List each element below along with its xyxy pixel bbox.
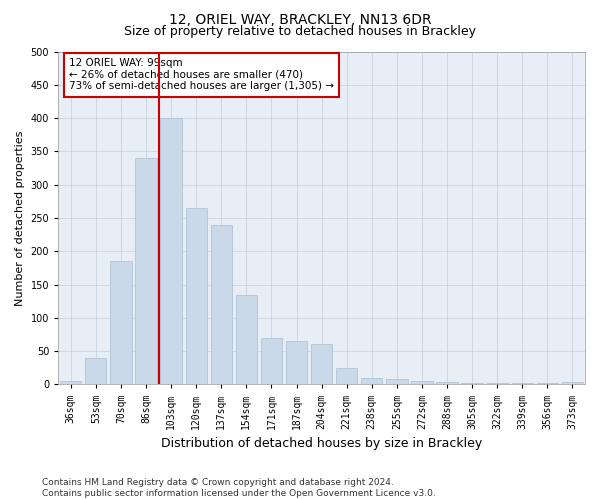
Bar bbox=[261, 338, 282, 384]
Bar bbox=[136, 158, 157, 384]
Bar bbox=[60, 381, 82, 384]
Text: Size of property relative to detached houses in Brackley: Size of property relative to detached ho… bbox=[124, 25, 476, 38]
Bar bbox=[461, 383, 483, 384]
Bar bbox=[85, 358, 106, 384]
Bar bbox=[436, 382, 458, 384]
Bar bbox=[185, 208, 207, 384]
Bar bbox=[236, 294, 257, 384]
Bar bbox=[361, 378, 382, 384]
Bar bbox=[160, 118, 182, 384]
Bar bbox=[562, 382, 583, 384]
Bar bbox=[311, 344, 332, 385]
Bar bbox=[411, 381, 433, 384]
Bar bbox=[286, 341, 307, 384]
Bar bbox=[336, 368, 358, 384]
Text: 12, ORIEL WAY, BRACKLEY, NN13 6DR: 12, ORIEL WAY, BRACKLEY, NN13 6DR bbox=[169, 12, 431, 26]
X-axis label: Distribution of detached houses by size in Brackley: Distribution of detached houses by size … bbox=[161, 437, 482, 450]
Bar bbox=[211, 224, 232, 384]
Bar bbox=[110, 261, 131, 384]
Bar bbox=[386, 379, 407, 384]
Bar bbox=[537, 383, 558, 384]
Text: 12 ORIEL WAY: 99sqm
← 26% of detached houses are smaller (470)
73% of semi-detac: 12 ORIEL WAY: 99sqm ← 26% of detached ho… bbox=[69, 58, 334, 92]
Text: Contains HM Land Registry data © Crown copyright and database right 2024.
Contai: Contains HM Land Registry data © Crown c… bbox=[42, 478, 436, 498]
Bar bbox=[512, 383, 533, 384]
Y-axis label: Number of detached properties: Number of detached properties bbox=[15, 130, 25, 306]
Bar bbox=[487, 383, 508, 384]
